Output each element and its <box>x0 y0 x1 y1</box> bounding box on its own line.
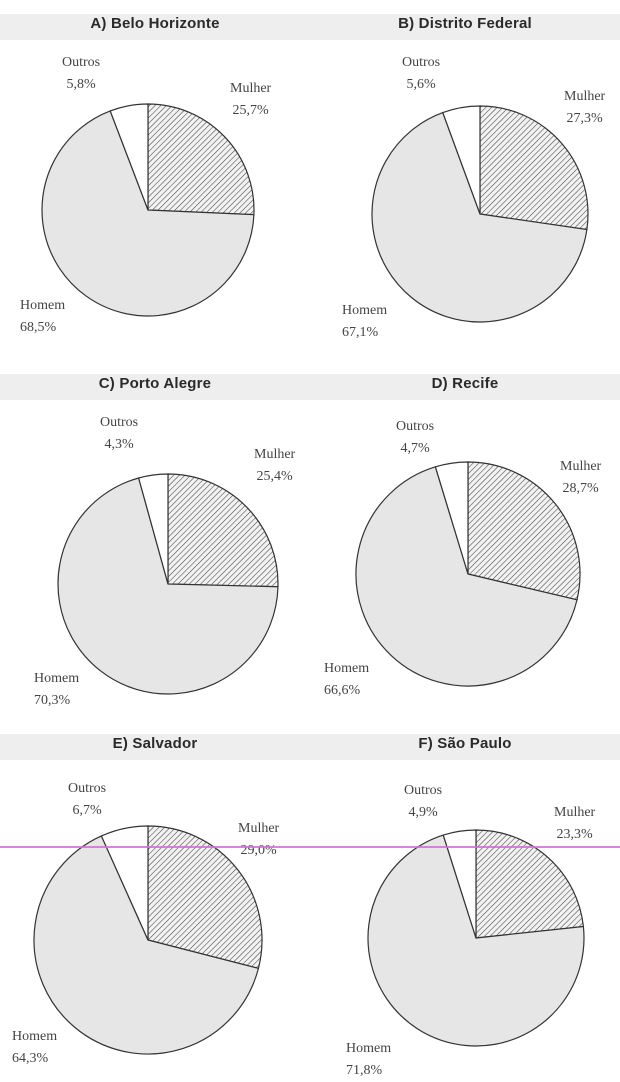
slice-label-mulher: Mulher 28,7% <box>560 456 601 500</box>
pie-slice-outros <box>137 473 169 585</box>
pie-slice-mulher <box>167 473 279 588</box>
panel-header-bar <box>310 734 620 760</box>
pie-panel-sao-paulo: F) São Paulo Outros 4,9% Mulher 23,3% Ho… <box>310 720 620 1080</box>
panel-header-bar <box>0 734 310 760</box>
pie-chart <box>33 825 263 1055</box>
panel-title: D) Recife <box>431 375 499 392</box>
slice-label-value: 70,3% <box>34 693 71 708</box>
pie-slice-homem <box>371 111 588 323</box>
panel-title: B) Distrito Federal <box>398 15 532 32</box>
slice-label-homem: Homem 67,1% <box>342 300 387 344</box>
pie-slice-mulher <box>479 105 589 231</box>
panel-header-bar <box>310 374 620 400</box>
slice-label-mulher: Mulher 25,4% <box>254 444 295 488</box>
pie-panel-porto-alegre: C) Porto Alegre Outros 4,3% Mulher 25,4%… <box>0 360 310 720</box>
pie-slice-homem <box>41 110 255 317</box>
slice-label-outros: Outros 4,3% <box>100 412 138 456</box>
slice-label-name: Homem <box>12 1029 58 1044</box>
panel-header-bar <box>0 374 310 400</box>
slice-label-name: Homem <box>34 671 80 686</box>
panel-title: A) Belo Horizonte <box>90 15 220 32</box>
pie-slice-outros <box>442 829 477 939</box>
slice-label-name: Homem <box>324 661 370 676</box>
slice-label-value: 4,9% <box>408 805 438 820</box>
pie-panel-salvador: E) Salvador Outros 6,7% Mulher 29,0% Hom… <box>0 720 310 1080</box>
slice-label-value: 6,7% <box>72 803 102 818</box>
panel-title: C) Porto Alegre <box>98 375 212 392</box>
scan-artifact-line <box>0 846 620 848</box>
slice-label-value: 4,7% <box>400 441 430 456</box>
slice-label-name: Mulher <box>560 459 602 474</box>
pie-slice-outros <box>442 105 481 215</box>
slice-label-value: 29,0% <box>240 843 277 858</box>
slice-label-name: Outros <box>68 781 107 796</box>
slice-label-name: Outros <box>100 415 139 430</box>
slice-label-mulher: Mulher 29,0% <box>238 818 279 862</box>
slice-label-outros: Outros 5,8% <box>62 52 100 96</box>
slice-label-value: 66,6% <box>324 683 361 698</box>
pie-slice-homem <box>355 466 578 687</box>
slice-label-value: 28,7% <box>562 481 599 496</box>
pie-chart <box>57 473 279 695</box>
pie-slice-mulher <box>147 825 263 970</box>
slice-label-homem: Homem 64,3% <box>12 1026 57 1070</box>
slice-label-outros: Outros 5,6% <box>402 52 440 96</box>
pie-slice-outros <box>109 103 149 211</box>
slice-label-value: 5,6% <box>406 77 436 92</box>
slice-label-name: Outros <box>402 55 441 70</box>
slice-label-value: 4,3% <box>104 437 134 452</box>
pie-slice-outros <box>434 461 469 575</box>
slice-label-name: Homem <box>346 1041 392 1056</box>
slice-label-name: Homem <box>342 303 388 318</box>
pie-slice-outros <box>100 825 149 941</box>
slice-label-name: Outros <box>396 419 435 434</box>
slice-label-value: 67,1% <box>342 325 379 340</box>
pie-slice-mulher <box>475 829 585 939</box>
slice-label-name: Mulher <box>564 89 606 104</box>
pie-panel-distrito-federal: B) Distrito Federal Outros 5,6% Mulher 2… <box>310 0 620 360</box>
slice-label-homem: Homem 70,3% <box>34 668 79 712</box>
slice-label-value: 64,3% <box>12 1051 49 1066</box>
pie-chart <box>371 105 589 323</box>
panel-header-bar <box>0 14 310 40</box>
pie-slice-homem <box>367 834 585 1047</box>
pie-slice-mulher <box>467 461 581 601</box>
panel-header-bar <box>310 14 620 40</box>
slice-label-name: Outros <box>62 55 101 70</box>
slice-label-value: 27,3% <box>566 111 603 126</box>
slice-label-mulher: Mulher 25,7% <box>230 78 271 122</box>
slice-label-mulher: Mulher 27,3% <box>564 86 605 130</box>
slice-label-name: Mulher <box>254 447 296 462</box>
slice-label-homem: Homem 71,8% <box>346 1038 391 1082</box>
pie-slice-mulher <box>147 103 255 216</box>
slice-label-name: Mulher <box>230 81 272 96</box>
slice-label-outros: Outros 4,9% <box>404 780 442 824</box>
slice-label-name: Mulher <box>554 805 596 820</box>
slice-label-outros: Outros 4,7% <box>396 416 434 460</box>
slice-label-homem: Homem 68,5% <box>20 295 65 339</box>
pie-panel-recife: D) Recife Outros 4,7% Mulher 28,7% Homem… <box>310 360 620 720</box>
slice-label-value: 25,4% <box>256 469 293 484</box>
slice-label-homem: Homem 66,6% <box>324 658 369 702</box>
slice-label-value: 25,7% <box>232 103 269 118</box>
slice-label-value: 71,8% <box>346 1063 383 1078</box>
pie-chart <box>41 103 255 317</box>
slice-label-outros: Outros 6,7% <box>68 778 106 822</box>
pie-slice-homem <box>33 835 260 1055</box>
slice-label-value: 68,5% <box>20 320 57 335</box>
pie-slice-homem <box>57 477 279 695</box>
pie-chart <box>367 829 585 1047</box>
panel-title: E) Salvador <box>112 735 198 752</box>
slice-label-name: Mulher <box>238 821 280 836</box>
slice-label-name: Outros <box>404 783 443 798</box>
slice-label-mulher: Mulher 23,3% <box>554 802 595 846</box>
pie-panel-belo-horizonte: A) Belo Horizonte Outros 5,8% Mulher 25,… <box>0 0 310 360</box>
slice-label-value: 23,3% <box>556 827 593 842</box>
slice-label-name: Homem <box>20 298 66 313</box>
slice-label-value: 5,8% <box>66 77 96 92</box>
pie-chart <box>355 461 581 687</box>
panel-title: F) São Paulo <box>418 735 512 752</box>
